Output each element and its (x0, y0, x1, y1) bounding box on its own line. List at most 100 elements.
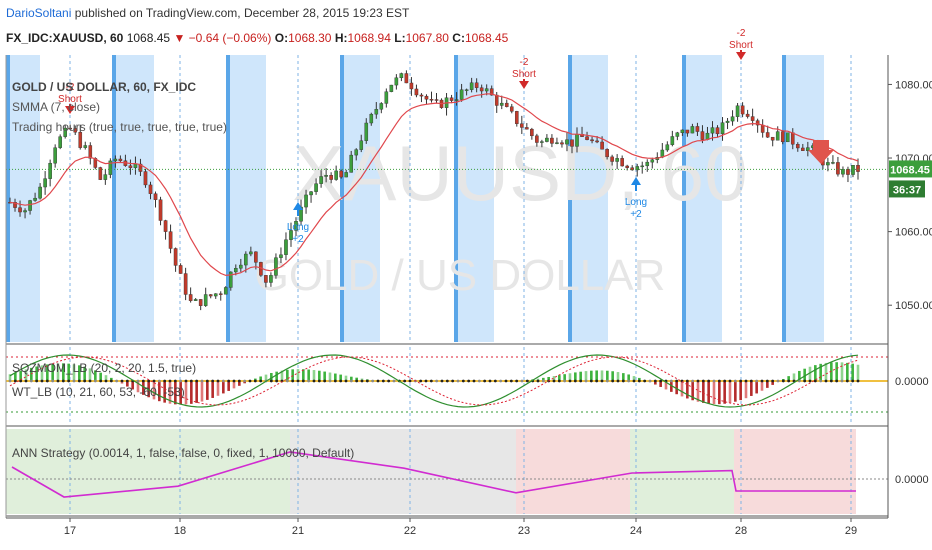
squeeze-dot (120, 379, 124, 383)
candle-body (38, 186, 42, 199)
candle-body (143, 171, 148, 186)
squeeze-bar (542, 377, 545, 381)
squeeze-dot (504, 379, 508, 383)
squeeze-bar (179, 381, 182, 405)
open-value: 1068.30 (288, 31, 332, 45)
squeeze-dot (829, 379, 833, 383)
candle-body (670, 136, 675, 145)
squeeze-dot (691, 379, 695, 383)
time-tick-label: 23 (518, 525, 530, 537)
candle-body (58, 136, 62, 148)
session-edge (226, 55, 230, 342)
candle-body (665, 144, 670, 151)
candle-body (289, 230, 293, 240)
candle-body (846, 169, 850, 175)
high-value: 1068.94 (347, 31, 391, 45)
squeeze-dot (232, 379, 236, 383)
squeeze-dot (216, 379, 220, 383)
squeeze-dot (552, 379, 556, 383)
squeeze-bar (318, 370, 321, 381)
squeeze-bar (131, 381, 134, 390)
squeeze-dot (477, 379, 481, 383)
candle-body (394, 77, 399, 86)
smma-legend: SMMA (7, close) (12, 100, 100, 114)
squeeze-bar (712, 381, 716, 405)
squeeze-bar (563, 374, 566, 381)
squeeze-bar (88, 368, 92, 381)
squeeze-dot (755, 379, 759, 383)
candle-body (640, 165, 645, 168)
squeeze-dot (824, 379, 828, 383)
squeeze-dot (40, 379, 44, 383)
squeeze-bar (328, 372, 332, 381)
squeeze-dot (51, 379, 55, 383)
squeeze-bar (136, 381, 140, 393)
smma-line (9, 93, 859, 277)
timer-box (889, 180, 925, 198)
candle-body (520, 123, 524, 128)
squeeze-bar (142, 381, 145, 395)
squeeze-bar (600, 370, 604, 381)
squeeze-dot (781, 379, 785, 383)
squeeze-dot (339, 379, 343, 383)
candle-body (389, 84, 394, 92)
candle-body (148, 184, 153, 194)
ann-tick-label: 0.0000 (895, 474, 929, 486)
squeeze-dot (589, 379, 593, 383)
candle-body (294, 220, 298, 231)
squeeze-dot (328, 379, 332, 383)
squeeze-bar (46, 364, 49, 381)
squeeze-dot (109, 379, 113, 383)
candle-body (193, 299, 198, 301)
squeeze-dot (835, 379, 839, 383)
candle-body (514, 111, 519, 124)
candle-body (73, 128, 78, 133)
candle-body (675, 132, 680, 137)
candle-body (680, 129, 685, 133)
squeeze-bar (195, 381, 198, 403)
candle-body (826, 162, 830, 166)
candle-body (339, 170, 343, 178)
author-link[interactable]: DarioSoltani (6, 6, 72, 20)
low-value: 1067.80 (405, 31, 449, 45)
squeeze-dot (760, 379, 764, 383)
candle-body (329, 175, 333, 180)
squeeze-dot (739, 379, 743, 383)
squeeze-dot (157, 379, 161, 383)
squeeze-bar (755, 381, 758, 394)
squeeze-dot (595, 379, 599, 383)
squeeze-dot (728, 379, 732, 383)
squeeze-bar (126, 381, 129, 387)
candle-body (525, 127, 529, 130)
candle-body (650, 159, 655, 163)
squeeze-dot (701, 379, 705, 383)
signal-text: Short (512, 69, 536, 80)
squeeze-dot (520, 379, 524, 383)
squeeze-dot (787, 379, 791, 383)
squeeze-dot (712, 379, 716, 383)
candle-body (218, 293, 223, 295)
candle-body (409, 82, 414, 90)
candle-body (43, 178, 47, 188)
squeeze-bar (558, 375, 561, 381)
squeeze-dot (163, 379, 167, 383)
ann-regime-band (290, 429, 516, 514)
candle-body (354, 149, 359, 156)
squeeze-dot (568, 379, 572, 383)
price-tag-box (889, 160, 932, 178)
squeeze-dot (445, 379, 449, 383)
candle-body (113, 158, 118, 162)
squeeze-dot (365, 379, 369, 383)
candle-body (369, 113, 374, 124)
ann-regime-band (734, 429, 856, 514)
squeeze-bar (739, 381, 742, 401)
squeeze-dot (189, 379, 193, 383)
candle-body (324, 175, 328, 177)
squeeze-bar (696, 381, 700, 402)
candle-body (575, 134, 579, 147)
time-tick-label: 24 (630, 525, 642, 537)
candle-body (384, 91, 389, 104)
squeeze-dot (856, 379, 860, 383)
squeeze-bar (718, 381, 721, 405)
